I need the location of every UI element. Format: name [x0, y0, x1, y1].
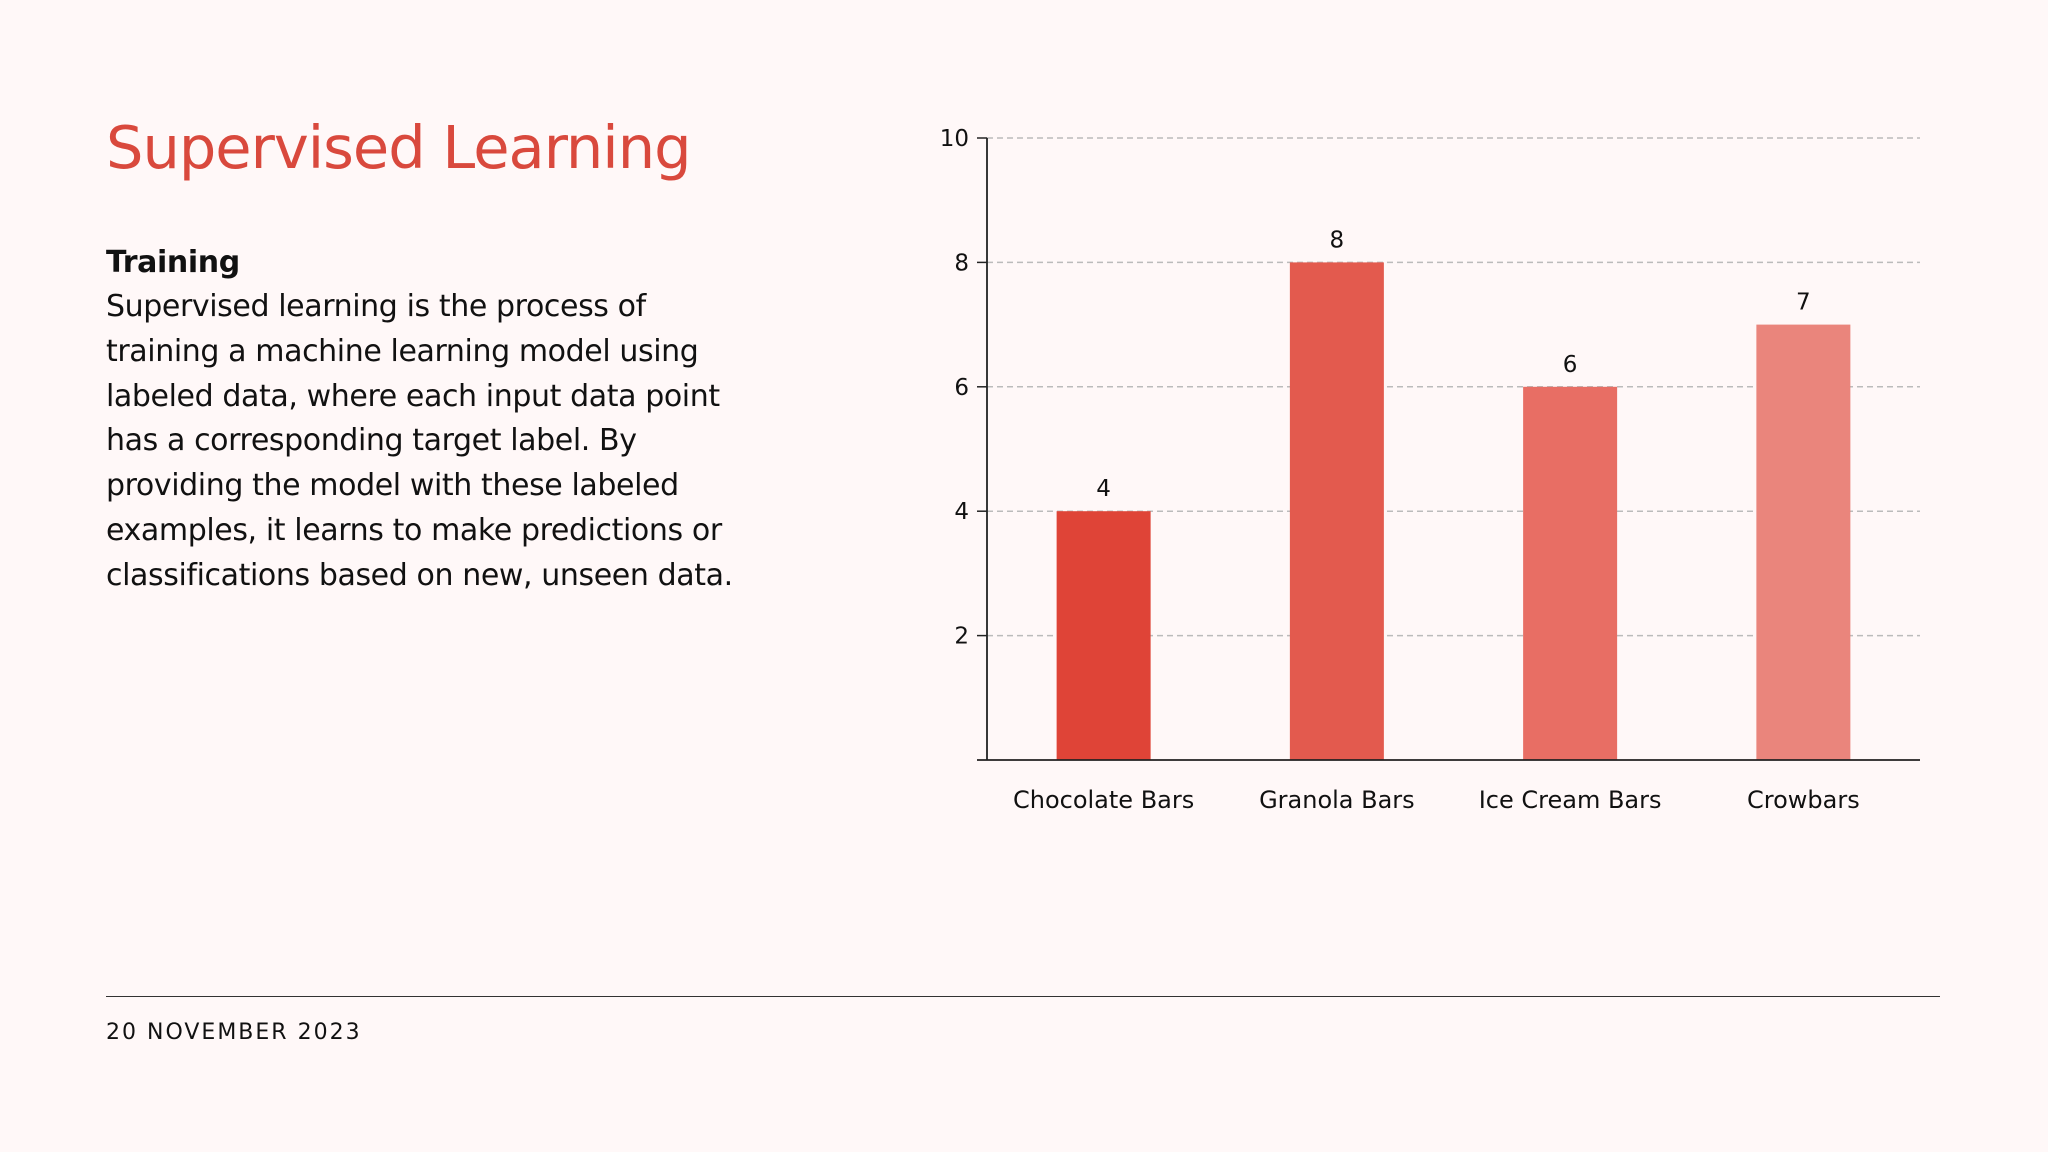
category-label: Crowbars [1747, 786, 1860, 814]
y-tick-label: 2 [954, 624, 969, 650]
slide-title: Supervised Learning [106, 113, 692, 182]
y-tick-label: 6 [954, 375, 969, 401]
data-label: 4 [1096, 476, 1111, 502]
y-tick-label: 8 [954, 250, 969, 276]
bar [1289, 262, 1384, 760]
y-tick-label: 10 [940, 126, 969, 152]
text-block: Training Supervised learning is the proc… [106, 240, 746, 599]
axes [977, 137, 1920, 761]
subheading: Training [106, 245, 240, 280]
bar [1756, 324, 1851, 760]
footer-date: 20 NOVEMBER 2023 [106, 1020, 362, 1045]
data-label: 7 [1796, 290, 1811, 316]
chart-labels: 2 4 6 8 10 4 Chocolate Bars 8 Granola Bars 6 Ice C… [940, 126, 1860, 814]
footer-divider [106, 996, 1940, 997]
bar [1523, 386, 1618, 760]
bar [1056, 511, 1151, 760]
y-tick-label: 4 [954, 499, 969, 525]
category-label: Ice Cream Bars [1479, 786, 1662, 814]
category-label: Chocolate Bars [1013, 786, 1194, 814]
data-label: 8 [1330, 227, 1345, 253]
bars [1056, 262, 1851, 760]
body-paragraph: Supervised learning is the process of tr… [106, 289, 733, 593]
data-label: 6 [1563, 352, 1578, 378]
category-label: Granola Bars [1259, 786, 1415, 814]
